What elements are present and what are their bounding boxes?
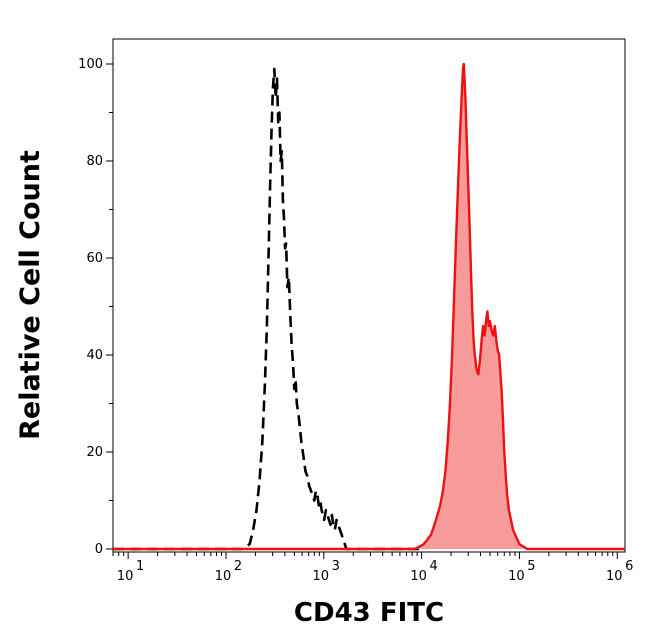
y-tick-label-100: 100 [78, 57, 103, 72]
plot-frame [112, 38, 626, 553]
series-0-line [113, 67, 422, 551]
x-tick-exponent-4: 4 [429, 559, 437, 574]
x-tick-exponent-6: 6 [625, 559, 633, 574]
x-tick-exponent-2: 2 [234, 559, 242, 574]
x-tick-label-6: 10 [606, 569, 623, 584]
series-1-line [113, 62, 625, 551]
x-tick-label-3: 10 [313, 569, 330, 584]
y-tick-label-40: 40 [86, 348, 103, 363]
y-axis: 0 20 40 60 80 100 [78, 57, 113, 557]
x-tick-label-4: 10 [410, 569, 427, 584]
y-tick-label-0: 0 [95, 542, 103, 557]
x-tick-label-5: 10 [508, 569, 525, 584]
y-tick-label-20: 20 [86, 445, 103, 460]
x-tick-exponent-5: 5 [527, 559, 535, 574]
x-axis-title: CD43 FITC [294, 598, 444, 628]
x-tick-label-2: 10 [215, 569, 232, 584]
series-layer [113, 62, 625, 551]
y-tick-label-60: 60 [86, 251, 103, 266]
x-tick-exponent-3: 3 [332, 559, 340, 574]
y-axis-title: Relative Cell Count [15, 150, 46, 440]
y-tick-label-80: 80 [86, 154, 103, 169]
x-tick-exponent-1: 1 [136, 559, 144, 574]
x-tick-label-1: 10 [117, 569, 134, 584]
series-1-fill [113, 64, 625, 549]
